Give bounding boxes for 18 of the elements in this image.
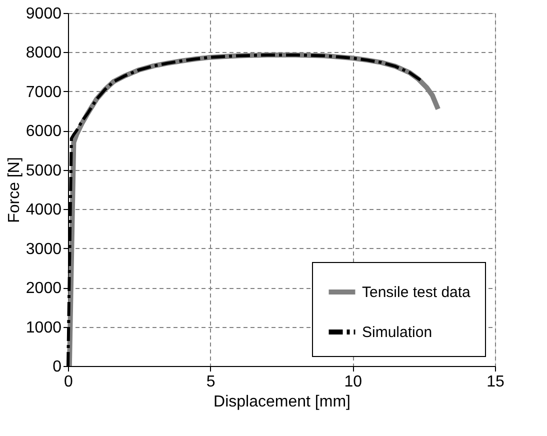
y-tick-label: 3000 [26,240,62,258]
y-tick-label: 7000 [26,84,62,101]
y-tick-label: 5000 [26,162,62,180]
y-tick-label: 9000 [26,6,62,22]
legend-label: Simulation [362,324,432,341]
y-tick-label: 1000 [26,319,62,336]
legend-label: Tensile test data [362,284,472,301]
y-axis-title: Force [N] [6,157,23,223]
y-tick-label: 2000 [26,280,62,298]
x-tick-label: 5 [206,374,216,390]
y-tick-label: 4000 [26,202,62,219]
y-tick-label: 0 [52,358,62,376]
x-tick-label: 15 [486,374,504,390]
x-axis-title: Displacement [mm] [214,394,350,410]
y-tick-label: 6000 [26,123,62,140]
y-tick-label: 8000 [26,44,62,62]
x-tick-label: 0 [64,374,74,390]
x-tick-label: 10 [344,374,362,390]
